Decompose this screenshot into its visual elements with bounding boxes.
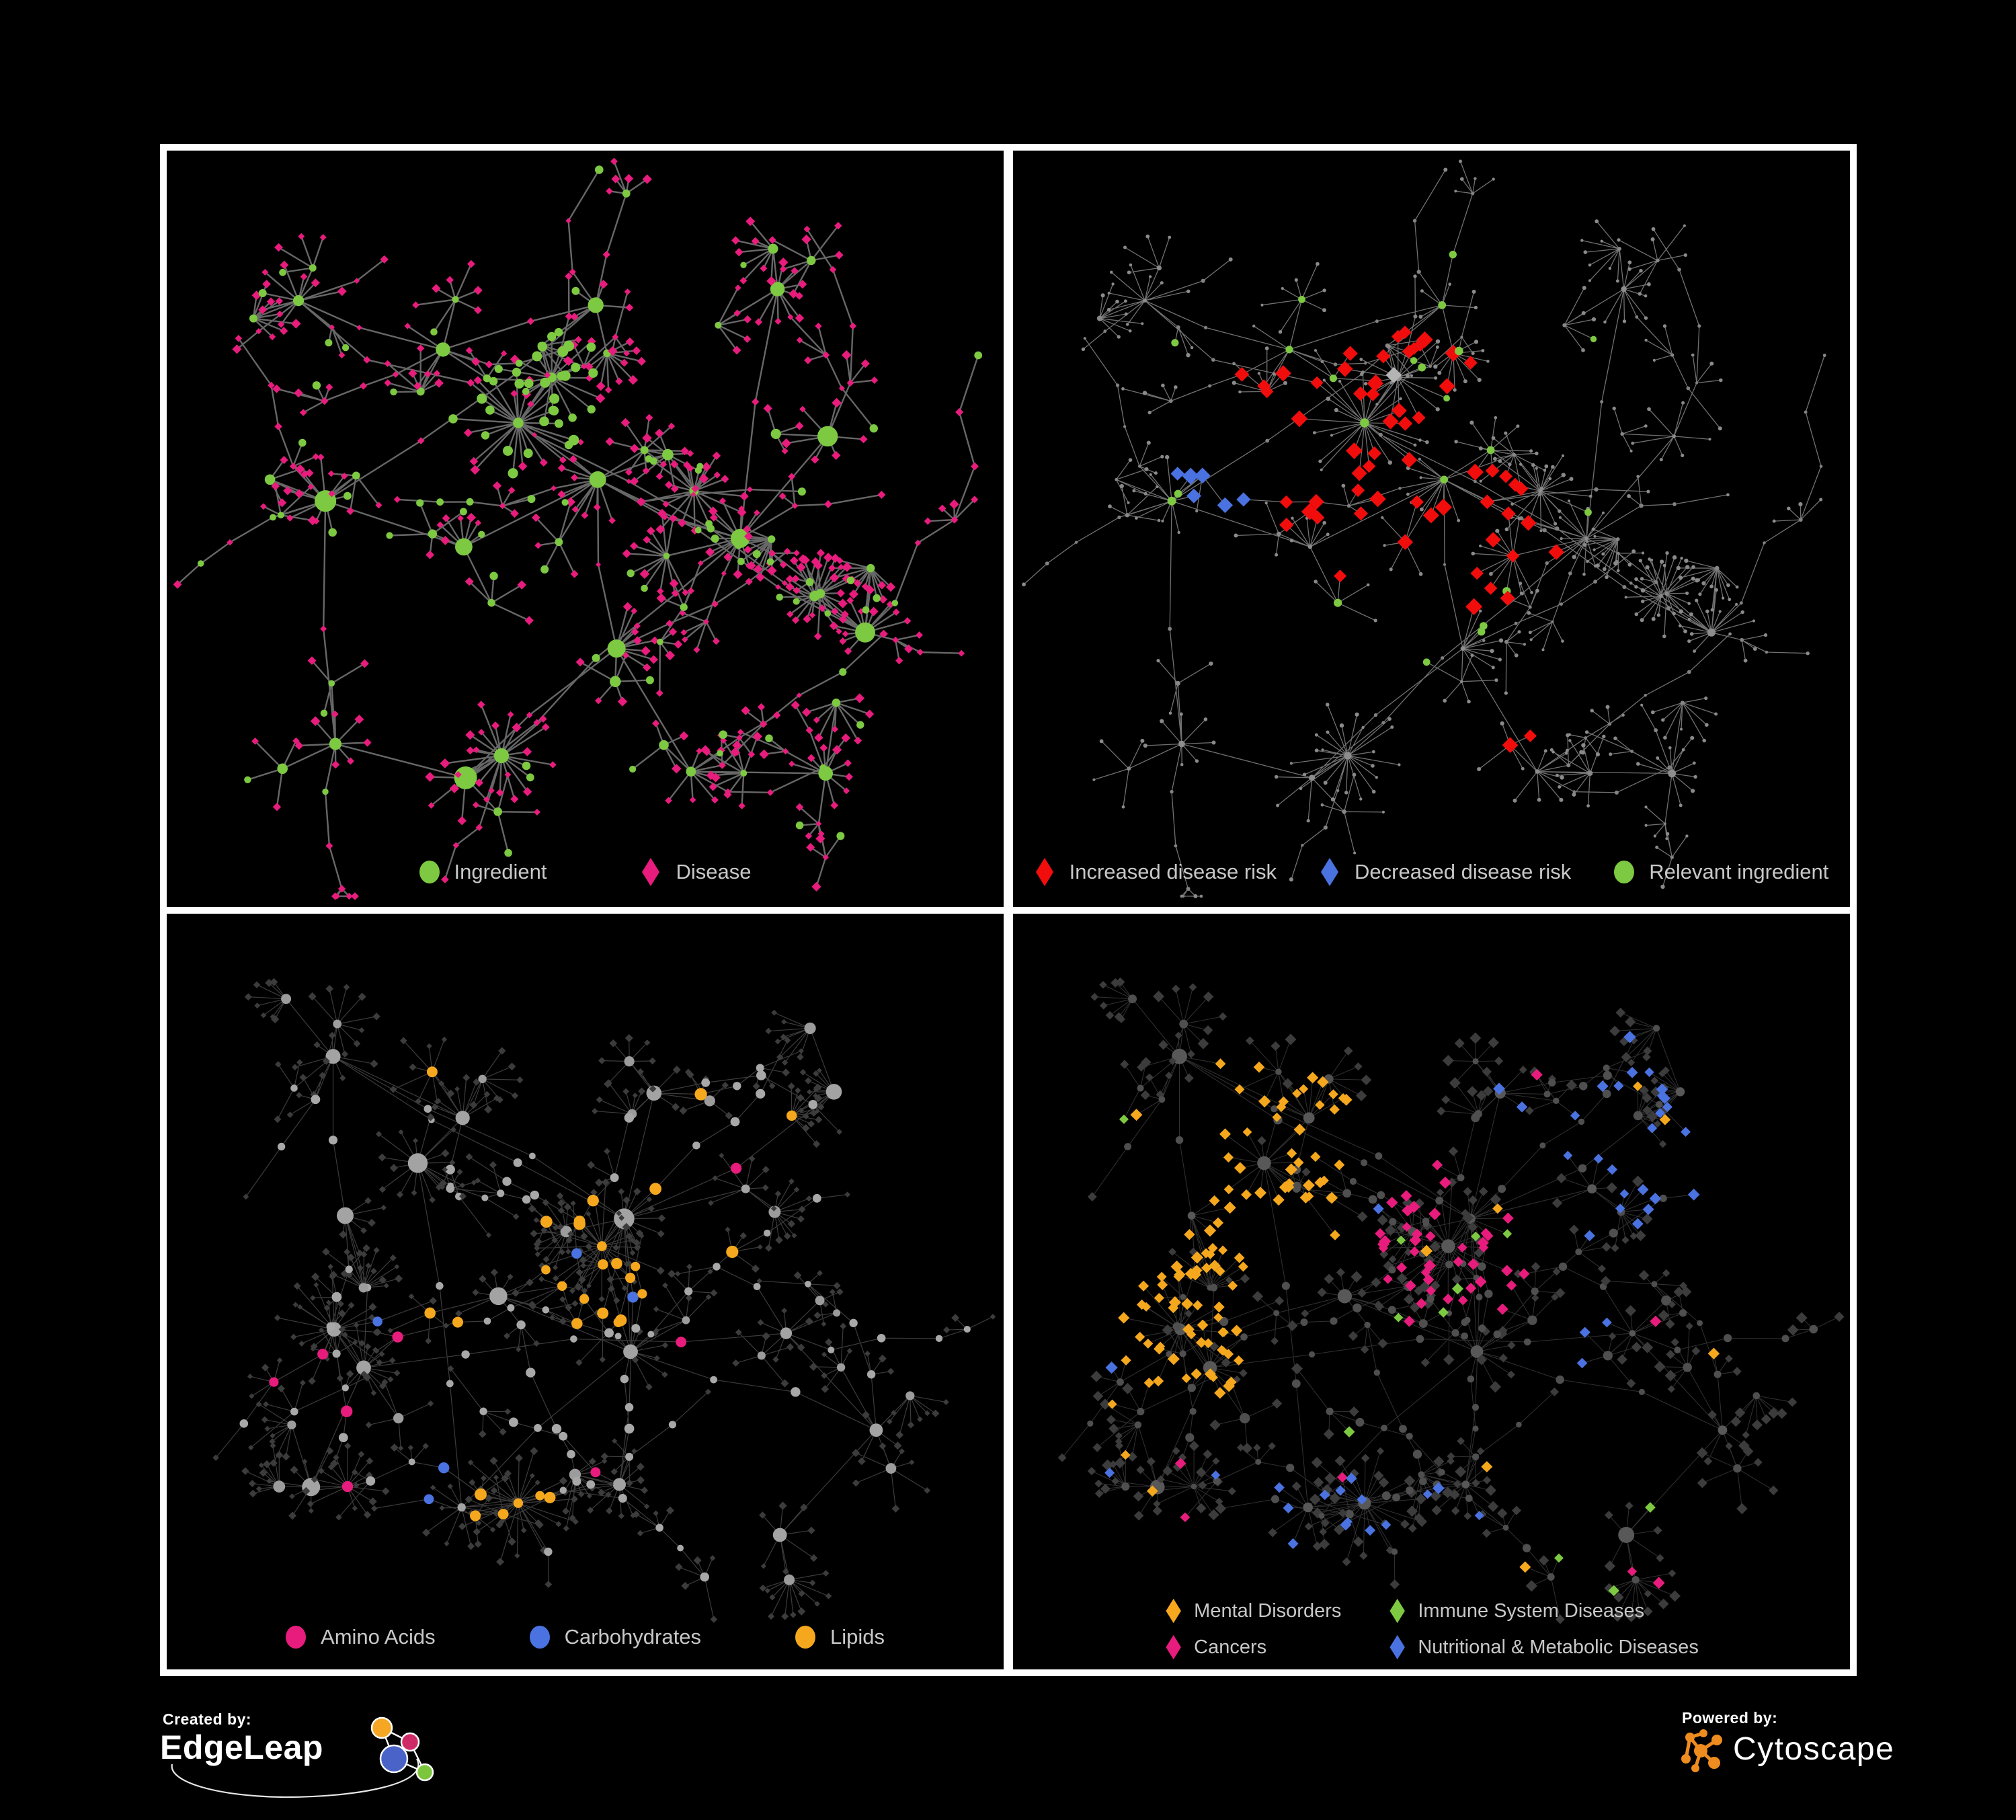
legend-item-lipids: Lipids: [795, 1625, 885, 1649]
panel-ingredient-disease: Ingredient Disease: [167, 151, 1004, 907]
legend-item-immune-system-diseases: Immune System Diseases: [1388, 1598, 1698, 1624]
panel-disease-risk: Increased disease risk Decreased disease …: [1013, 151, 1850, 907]
circle-marker-icon: [419, 861, 440, 883]
legend-item-mental-disorders: Mental Disorders: [1164, 1598, 1341, 1624]
circle-marker-icon: [529, 1626, 550, 1649]
legend-item-nutritional-metabolic-diseases: Nutritional & Metabolic Diseases: [1388, 1634, 1699, 1660]
diamond-marker-icon: [1165, 1598, 1181, 1624]
ingredient-disease-network: [173, 157, 983, 900]
legend-item-disease: Disease: [641, 857, 751, 887]
diamond-marker-icon: [1165, 1634, 1181, 1660]
legend-label: Nutritional & Metabolic Diseases: [1418, 1636, 1699, 1658]
diamond-marker-icon: [1321, 858, 1339, 886]
diamond-marker-icon: [1389, 1634, 1405, 1660]
legend-label: Mental Disorders: [1194, 1599, 1342, 1622]
legend-item-cancers: Cancers: [1164, 1634, 1341, 1660]
ingredient-classes-network: [212, 978, 996, 1623]
created-by-block: Created by: EdgeLeap: [160, 1710, 483, 1805]
cytoscape-logo-icon: [1681, 1729, 1722, 1772]
created-by-label: Created by:: [163, 1710, 252, 1728]
edgeleap-node-blue-icon: [379, 1744, 409, 1774]
legend-label: Relevant ingredient: [1649, 860, 1829, 883]
legend-label: Disease: [676, 860, 752, 883]
ingredient-disease-legend: Ingredient Disease: [167, 857, 1004, 887]
edgeleap-logo-graph: [171, 1716, 434, 1798]
edgeleap-node-orange-icon: [370, 1716, 393, 1739]
legend-label: Lipids: [830, 1625, 885, 1649]
legend-label: Ingredient: [454, 860, 547, 883]
panel-disease-classes: Mental Disorders Cancers Immune System Dis…: [1013, 914, 1850, 1669]
legend-label: Decreased disease risk: [1355, 860, 1572, 883]
legend-item-ingredient: Ingredient: [419, 860, 547, 884]
circle-marker-icon: [795, 1626, 815, 1649]
disease-classes-network: [1057, 977, 1845, 1624]
powered-by-label: Powered by:: [1682, 1709, 1778, 1727]
ingredient-classes-legend: Amino Acids Carbohydrates Lipids: [167, 1625, 1004, 1649]
edgeleap-swoosh-curve: [171, 1758, 419, 1798]
legend-item-increased-disease-risk: Increased disease risk: [1035, 857, 1277, 887]
circle-marker-icon: [286, 1626, 307, 1649]
edgeleap-wordmark: EdgeLeap: [160, 1729, 323, 1766]
legend-item-decreased-disease-risk: Decreased disease risk: [1320, 857, 1571, 887]
legend-label: Amino Acids: [321, 1625, 436, 1649]
diamond-marker-icon: [1035, 858, 1053, 886]
circle-marker-icon: [1614, 861, 1635, 883]
panel-ingredient-classes: Amino Acids Carbohydrates Lipids: [167, 914, 1004, 1669]
edgeleap-node-pink-icon: [400, 1732, 420, 1752]
disease-risk-legend: Increased disease risk Decreased disease …: [1013, 857, 1850, 887]
panel-grid: Ingredient Disease Increased disease risk…: [160, 144, 1857, 1676]
edgeleap-node-green-icon: [415, 1763, 434, 1782]
cytoscape-wordmark: Cytoscape: [1733, 1731, 1895, 1767]
powered-by-block: Powered by: Cytoscape: [1679, 1709, 1995, 1803]
legend-item-carbohydrates: Carbohydrates: [529, 1625, 701, 1649]
legend-label: Carbohydrates: [564, 1625, 701, 1649]
legend-item-relevant-ingredient: Relevant ingredient: [1614, 860, 1828, 884]
legend-label: Immune System Diseases: [1418, 1599, 1645, 1622]
diamond-marker-icon: [1389, 1598, 1405, 1624]
legend-item-amino-acids: Amino Acids: [286, 1625, 436, 1649]
legend-label: Cancers: [1194, 1636, 1267, 1658]
diamond-marker-icon: [642, 858, 660, 886]
disease-classes-legend: Mental Disorders Cancers Immune System Dis…: [1164, 1598, 1699, 1660]
cytoscape-icon-nodes: [1681, 1729, 1722, 1772]
legend-label: Increased disease risk: [1069, 860, 1277, 883]
disease-risk-network: [1022, 159, 1826, 898]
